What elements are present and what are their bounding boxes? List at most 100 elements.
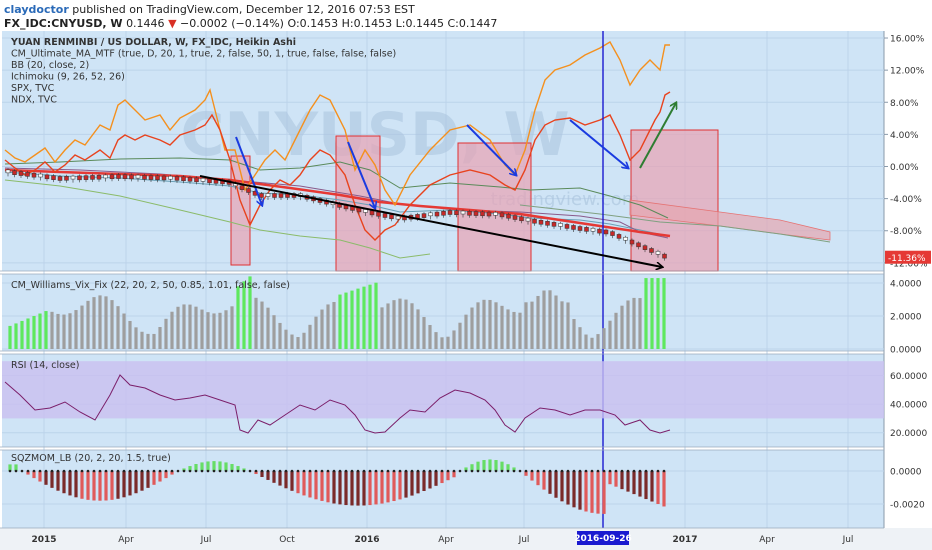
vix-bar: [140, 331, 144, 349]
vix-bar: [416, 309, 420, 349]
sqz-dot: [506, 469, 510, 473]
sqz-bar: [434, 471, 438, 486]
candle-body: [493, 212, 498, 216]
symbol-header: FX_IDC:CNYUSD, W 0.1446 ▼ −0.0002 (−0.14…: [4, 17, 497, 30]
sqz-bar: [50, 471, 54, 488]
trend-arrow: [466, 124, 516, 175]
candle-body: [44, 174, 50, 180]
vix-pane-title: CM_Williams_Vix_Fix (22, 20, 2, 50, 0.85…: [11, 280, 290, 291]
sqz-tick-label: -0.0020: [890, 501, 925, 511]
sqz-bar: [548, 471, 552, 494]
vix-bar: [26, 318, 30, 349]
time-tick-label: Apr: [118, 535, 134, 545]
last-price: 0.1446: [126, 17, 165, 30]
sqz-bar: [554, 471, 558, 498]
sqz-dot: [416, 469, 420, 473]
vix-bar: [524, 302, 528, 349]
sqz-dot: [464, 469, 468, 473]
vix-bar: [116, 306, 120, 349]
sqz-bar: [650, 471, 654, 502]
vix-bar: [80, 305, 84, 349]
vix-bar: [458, 322, 462, 349]
candle-body: [12, 170, 17, 175]
vix-bar: [86, 300, 90, 349]
sqz-dot: [80, 469, 84, 473]
candle-body: [135, 174, 141, 179]
price-tick-label: 8.00%: [890, 99, 919, 109]
candle-body: [90, 175, 95, 180]
vix-bar: [392, 300, 396, 349]
candle-body: [525, 217, 531, 222]
vix-bar: [146, 333, 150, 349]
vix-bar: [656, 278, 660, 349]
sqz-dot: [596, 469, 600, 473]
sqz-bar: [578, 471, 582, 510]
sqz-bar: [482, 460, 486, 471]
sqz-dot: [50, 469, 54, 473]
candle-body: [181, 176, 186, 182]
sqz-dot: [26, 469, 30, 473]
sqz-dot: [602, 469, 606, 473]
sqz-dot: [326, 469, 330, 473]
vix-bar: [506, 309, 510, 349]
vix-bar: [386, 303, 390, 349]
sqz-bar: [38, 471, 42, 482]
vix-bar: [596, 334, 600, 349]
price-tick-label: 0.00%: [890, 163, 919, 173]
sqz-dot: [356, 469, 360, 473]
sqz-dot: [248, 469, 252, 473]
candle-body: [538, 220, 544, 225]
sqz-dot: [410, 469, 414, 473]
price-tick-label: 16.00%: [890, 35, 925, 45]
sqz-bar: [146, 471, 150, 488]
sqz-dot: [422, 469, 426, 473]
sqz-dot: [572, 469, 576, 473]
vix-bar: [326, 304, 330, 349]
sqz-bar: [632, 471, 636, 495]
sqz-bar: [470, 464, 474, 471]
rsi-tick-label: 60.0000: [890, 372, 927, 382]
vix-bar: [128, 320, 132, 349]
sqz-bar: [416, 471, 420, 494]
candle-body: [363, 209, 368, 213]
sqz-bar: [566, 471, 570, 505]
vix-bar: [212, 313, 216, 349]
sqz-dot: [242, 469, 246, 473]
candle-body: [454, 210, 459, 216]
sqz-dot: [320, 469, 324, 473]
vix-bar: [602, 328, 606, 349]
vix-bar: [410, 303, 414, 349]
sqz-dot: [38, 469, 42, 473]
vix-bar: [74, 310, 78, 349]
sqz-dot: [92, 469, 96, 473]
author-name[interactable]: claydoctor: [4, 3, 69, 16]
candle-body: [558, 223, 563, 227]
sqz-bar: [56, 471, 60, 491]
bb-upper-line: [4, 157, 669, 219]
sqz-bar: [14, 464, 18, 471]
last-price-label: -11.36%: [888, 254, 926, 264]
sqz-bar: [476, 461, 480, 471]
price-tick-label: 4.00%: [890, 131, 919, 141]
sqz-dot: [104, 469, 108, 473]
vix-bar: [242, 281, 246, 349]
sqz-dot: [164, 469, 168, 473]
sqz-bar: [338, 471, 342, 505]
vix-bar: [584, 334, 588, 349]
time-tick-label: Jul: [518, 535, 530, 545]
vix-bar: [278, 322, 282, 349]
candle-body: [499, 212, 505, 218]
sqz-bar: [344, 471, 348, 506]
vix-bar: [338, 294, 342, 349]
candle-body: [207, 178, 212, 184]
candle-body: [246, 188, 251, 193]
sqz-bar: [488, 459, 492, 471]
time-axis-background: [0, 528, 932, 550]
vix-bar: [368, 284, 372, 349]
trend-arrow: [235, 136, 262, 205]
legend-entry: YUAN RENMINBI / US DOLLAR, W, FX_IDC, He…: [10, 37, 296, 48]
sqz-dot: [308, 469, 312, 473]
candle-body: [636, 242, 641, 248]
time-tick-label: 2016: [354, 535, 379, 545]
